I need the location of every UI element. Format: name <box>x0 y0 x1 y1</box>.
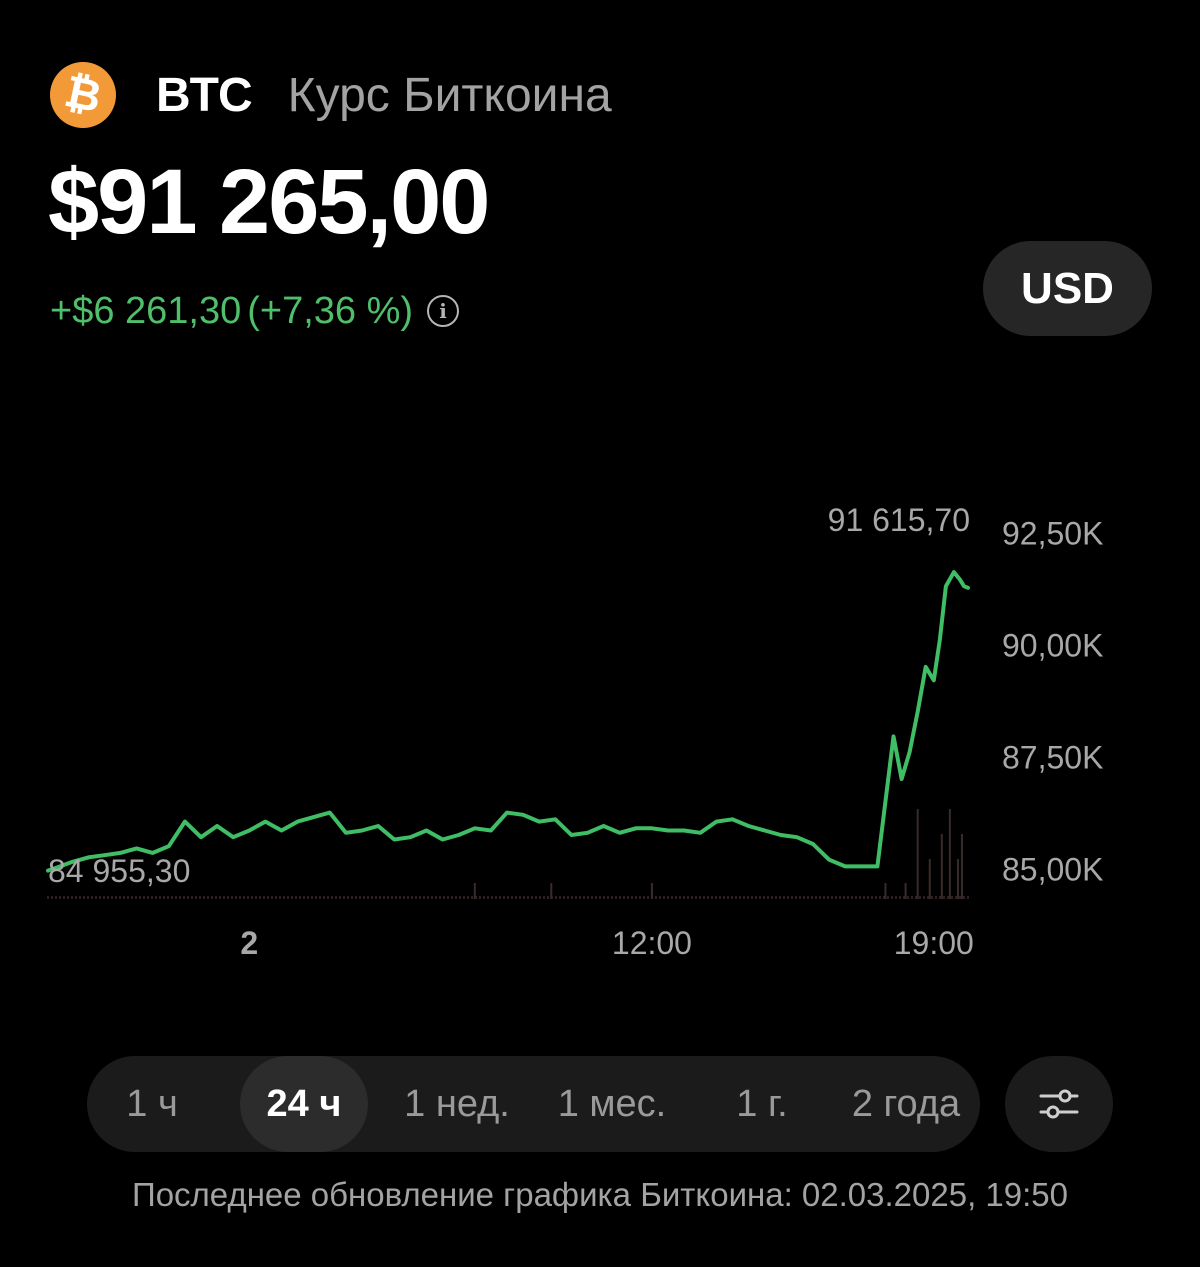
price-chart[interactable]: 92,50K 90,00K 87,50K 85,00K 2 12:00 19:00 91 61… <box>0 480 1200 1000</box>
currency-button[interactable]: USD <box>983 241 1152 336</box>
range-option[interactable]: 2 года <box>851 1082 961 1125</box>
ticker: BTC <box>156 68 253 122</box>
range-option[interactable]: 1 ч <box>126 1082 178 1125</box>
x-tick-label: 12:00 <box>612 925 692 961</box>
time-range-selector: 1 ч 24 ч 1 нед. 1 мес. 1 г. 2 года <box>87 1056 980 1152</box>
header: ₿ BTC Курс Биткоина <box>50 60 612 130</box>
x-tick-label: 2 <box>240 925 258 961</box>
price-line <box>46 570 970 873</box>
range-option[interactable]: 1 г. <box>736 1082 788 1125</box>
info-icon[interactable]: i <box>427 295 460 327</box>
x-tick-label: 19:00 <box>894 925 974 961</box>
y-tick-label: 92,50K <box>1002 515 1103 551</box>
coin-name: Курс Биткоина <box>287 68 612 122</box>
current-price: $91 265,00 <box>48 151 490 253</box>
last-updated: Последнее обновление графика Биткоина: 0… <box>131 1176 1068 1213</box>
change-percent: (+7,36 %) <box>247 289 414 332</box>
range-option[interactable]: 1 мес. <box>557 1082 667 1125</box>
sliders-icon <box>1039 1089 1079 1119</box>
y-tick-label: 85,00K <box>1002 852 1103 888</box>
price-change: +$6 261,30 (+7,36 %) i <box>50 288 460 334</box>
low-label: 84 955,30 <box>48 853 190 889</box>
range-option[interactable]: 1 нед. <box>404 1082 510 1125</box>
y-tick-label: 90,00K <box>1002 627 1103 663</box>
range-option[interactable]: 24 ч <box>240 1056 368 1152</box>
bitcoin-glyph: ₿ <box>60 65 106 124</box>
chart-settings-button[interactable] <box>1005 1056 1113 1152</box>
bitcoin-icon: ₿ <box>50 62 116 128</box>
y-tick-label: 87,50K <box>1002 740 1103 776</box>
high-label: 91 615,70 <box>828 502 970 538</box>
change-absolute: +$6 261,30 <box>50 289 242 332</box>
